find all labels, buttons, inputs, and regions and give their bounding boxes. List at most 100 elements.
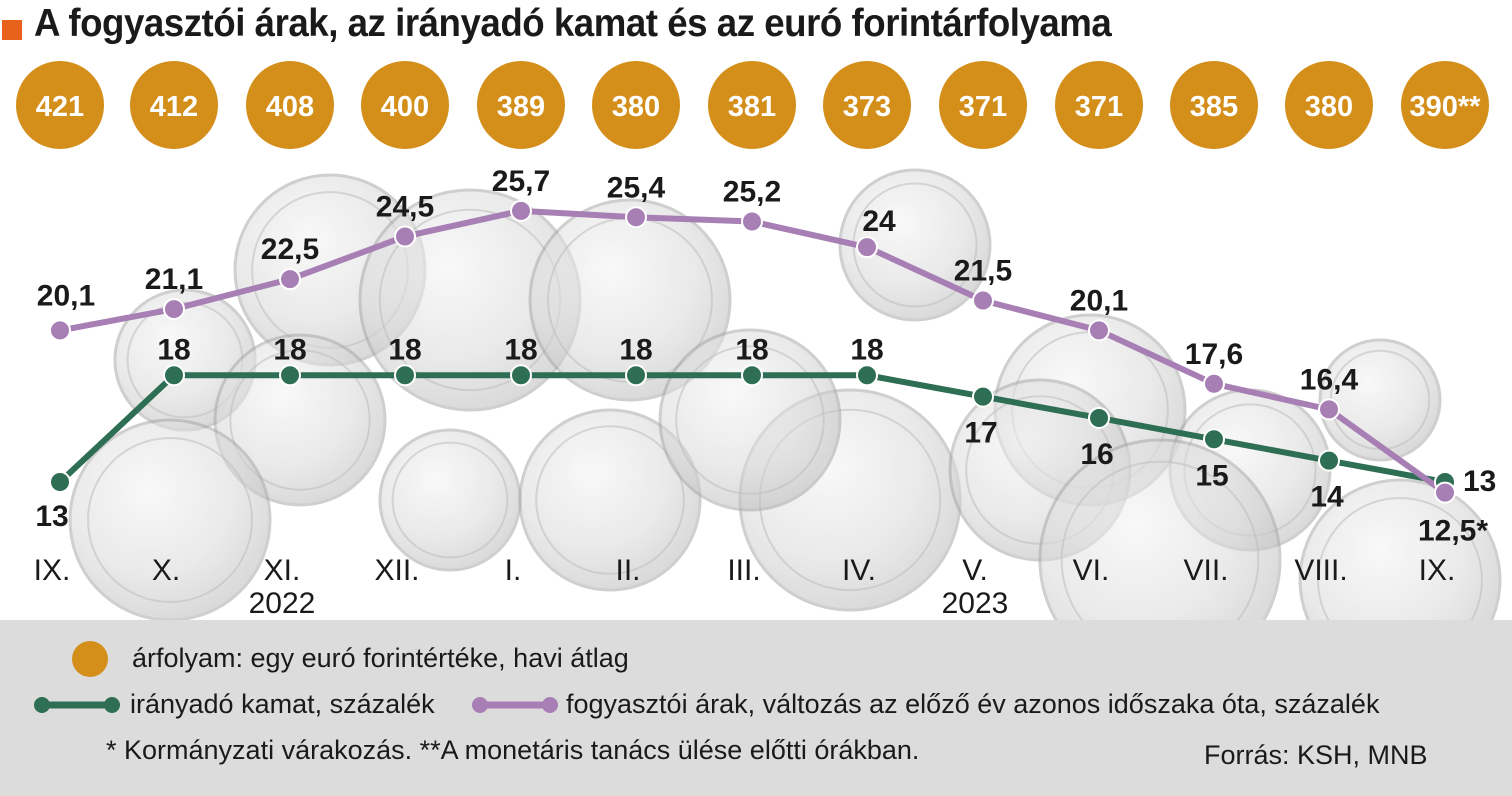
exchange-rate-bubble bbox=[16, 61, 104, 149]
cpi-value-label: 21,5 bbox=[954, 255, 1012, 288]
cpi-point bbox=[163, 298, 185, 321]
cpi-value-label: 24,5 bbox=[376, 190, 434, 223]
rate-value-label: 13 bbox=[1463, 465, 1496, 498]
cpi-point bbox=[49, 319, 71, 342]
source-note: Forrás: KSH, MNB bbox=[1204, 740, 1428, 770]
rate-point bbox=[972, 385, 994, 408]
cpi-value-label: 20,1 bbox=[1070, 284, 1128, 317]
rate-value-label: 13 bbox=[35, 500, 68, 533]
cpi-point bbox=[741, 210, 763, 233]
exchange-rate-bubble bbox=[1055, 61, 1143, 149]
exchange-rate-label: 389 bbox=[497, 91, 545, 123]
title-marker bbox=[2, 20, 22, 40]
cpi-value-label: 22,5 bbox=[261, 233, 319, 266]
cpi-point bbox=[1434, 481, 1456, 504]
rate-point bbox=[741, 364, 763, 387]
rate-point bbox=[510, 364, 532, 387]
rate-point bbox=[1318, 449, 1340, 472]
cpi-point bbox=[279, 268, 301, 291]
exchange-rate-bubble bbox=[1170, 61, 1258, 149]
exchange-rate-bubble bbox=[939, 61, 1027, 149]
cpi-point bbox=[1318, 398, 1340, 421]
chart-title: A fogyasztói árak, az irányadó kamat és … bbox=[34, 2, 1112, 45]
x-tick-label: VII. bbox=[1183, 554, 1228, 587]
cpi-point bbox=[856, 236, 878, 259]
exchange-rate-bubble bbox=[1285, 61, 1373, 149]
year-label: 2022 bbox=[249, 587, 316, 620]
cpi-value-label: 20,1 bbox=[37, 279, 95, 312]
rate-point bbox=[279, 364, 301, 387]
year-label: 2023 bbox=[942, 587, 1009, 620]
exchange-rate-label: 373 bbox=[843, 91, 891, 123]
chart-area: 421 412 408 400 389 380 381 373 371 371 385 380 390*… bbox=[16, 61, 1502, 620]
rate-point bbox=[1203, 428, 1225, 451]
x-tick-label: VIII. bbox=[1294, 554, 1347, 587]
cpi-value-label: 25,7 bbox=[492, 165, 550, 198]
x-tick-label: IV. bbox=[842, 554, 876, 587]
rate-value-label: 16 bbox=[1080, 438, 1113, 471]
cpi-value-label: 24 bbox=[862, 205, 896, 238]
rate-legend-swatch bbox=[34, 697, 120, 713]
x-tick-label: X. bbox=[152, 554, 180, 587]
cpi-point bbox=[1203, 372, 1225, 395]
exchange-rate-bubble bbox=[477, 61, 565, 149]
cpi-legend-label: fogyasztói árak, változás az előző év az… bbox=[566, 689, 1380, 719]
cpi-point bbox=[972, 289, 994, 312]
cpi-legend-swatch bbox=[472, 697, 558, 713]
cpi-point bbox=[394, 225, 416, 248]
cpi-value-label: 12,5* bbox=[1418, 515, 1488, 548]
exchange-rate-bubble bbox=[1401, 61, 1489, 149]
x-tick-label: V. bbox=[962, 554, 988, 587]
rate-value-label: 18 bbox=[273, 333, 306, 366]
x-tick-label: VI. bbox=[1073, 554, 1110, 587]
rate-point bbox=[625, 364, 647, 387]
cpi-value-label: 16,4 bbox=[1300, 363, 1359, 396]
rate-point bbox=[394, 364, 416, 387]
exchange-rate-label: 371 bbox=[1075, 91, 1123, 123]
rate-value-label: 18 bbox=[850, 333, 883, 366]
exchange-rate-legend-swatch bbox=[72, 641, 108, 677]
exchange-rate-bubble bbox=[130, 61, 218, 149]
x-tick-label: XI. bbox=[264, 554, 301, 587]
exchange-rate-legend-label: árfolyam: egy euró forintértéke, havi át… bbox=[132, 643, 629, 673]
exchange-rate-label: 400 bbox=[381, 91, 429, 123]
rate-value-label: 18 bbox=[735, 333, 768, 366]
exchange-rate-bubble bbox=[361, 61, 449, 149]
cpi-point bbox=[510, 199, 532, 222]
cpi-value-label: 25,4 bbox=[607, 171, 666, 204]
exchange-rate-bubble bbox=[246, 61, 334, 149]
rate-value-label: 18 bbox=[504, 333, 537, 366]
rate-legend-label: irányadó kamat, százalék bbox=[130, 689, 435, 719]
cpi-value-label: 17,6 bbox=[1185, 338, 1243, 371]
exchange-rate-label: 380 bbox=[612, 91, 660, 123]
x-tick-label: XII. bbox=[374, 554, 419, 587]
rate-point bbox=[856, 364, 878, 387]
cpi-value-label: 21,1 bbox=[145, 263, 203, 296]
x-tick-label: I. bbox=[505, 554, 522, 587]
rate-value-label: 18 bbox=[388, 333, 421, 366]
exchange-rate-label: 371 bbox=[959, 91, 1007, 123]
exchange-rate-label: 385 bbox=[1190, 91, 1238, 123]
x-tick-label: III. bbox=[727, 554, 760, 587]
exchange-rate-label: 380 bbox=[1305, 91, 1353, 123]
x-tick-label: II. bbox=[615, 554, 640, 587]
coin-background bbox=[68, 168, 1502, 620]
exchange-rate-bubble bbox=[708, 61, 796, 149]
exchange-rate-label: 421 bbox=[36, 91, 84, 123]
legend: árfolyam: egy euró forintértéke, havi át… bbox=[0, 620, 1512, 796]
x-tick-label: IX. bbox=[34, 554, 71, 587]
x-tick-label: IX. bbox=[1419, 554, 1456, 587]
cpi-value-label: 25,2 bbox=[723, 176, 781, 209]
exchange-rate-bubble bbox=[823, 61, 911, 149]
rate-value-label: 18 bbox=[619, 333, 652, 366]
rate-point bbox=[1088, 406, 1110, 429]
exchange-rate-bubble bbox=[592, 61, 680, 149]
rate-value-label: 14 bbox=[1310, 481, 1344, 514]
rate-value-label: 17 bbox=[964, 417, 997, 450]
cpi-point bbox=[1088, 319, 1110, 342]
exchange-rate-label: 408 bbox=[266, 91, 314, 123]
rate-value-label: 18 bbox=[157, 333, 190, 366]
exchange-rate-label: 381 bbox=[728, 91, 776, 123]
exchange-rate-label: 412 bbox=[150, 91, 198, 123]
rate-value-label: 15 bbox=[1195, 459, 1228, 492]
